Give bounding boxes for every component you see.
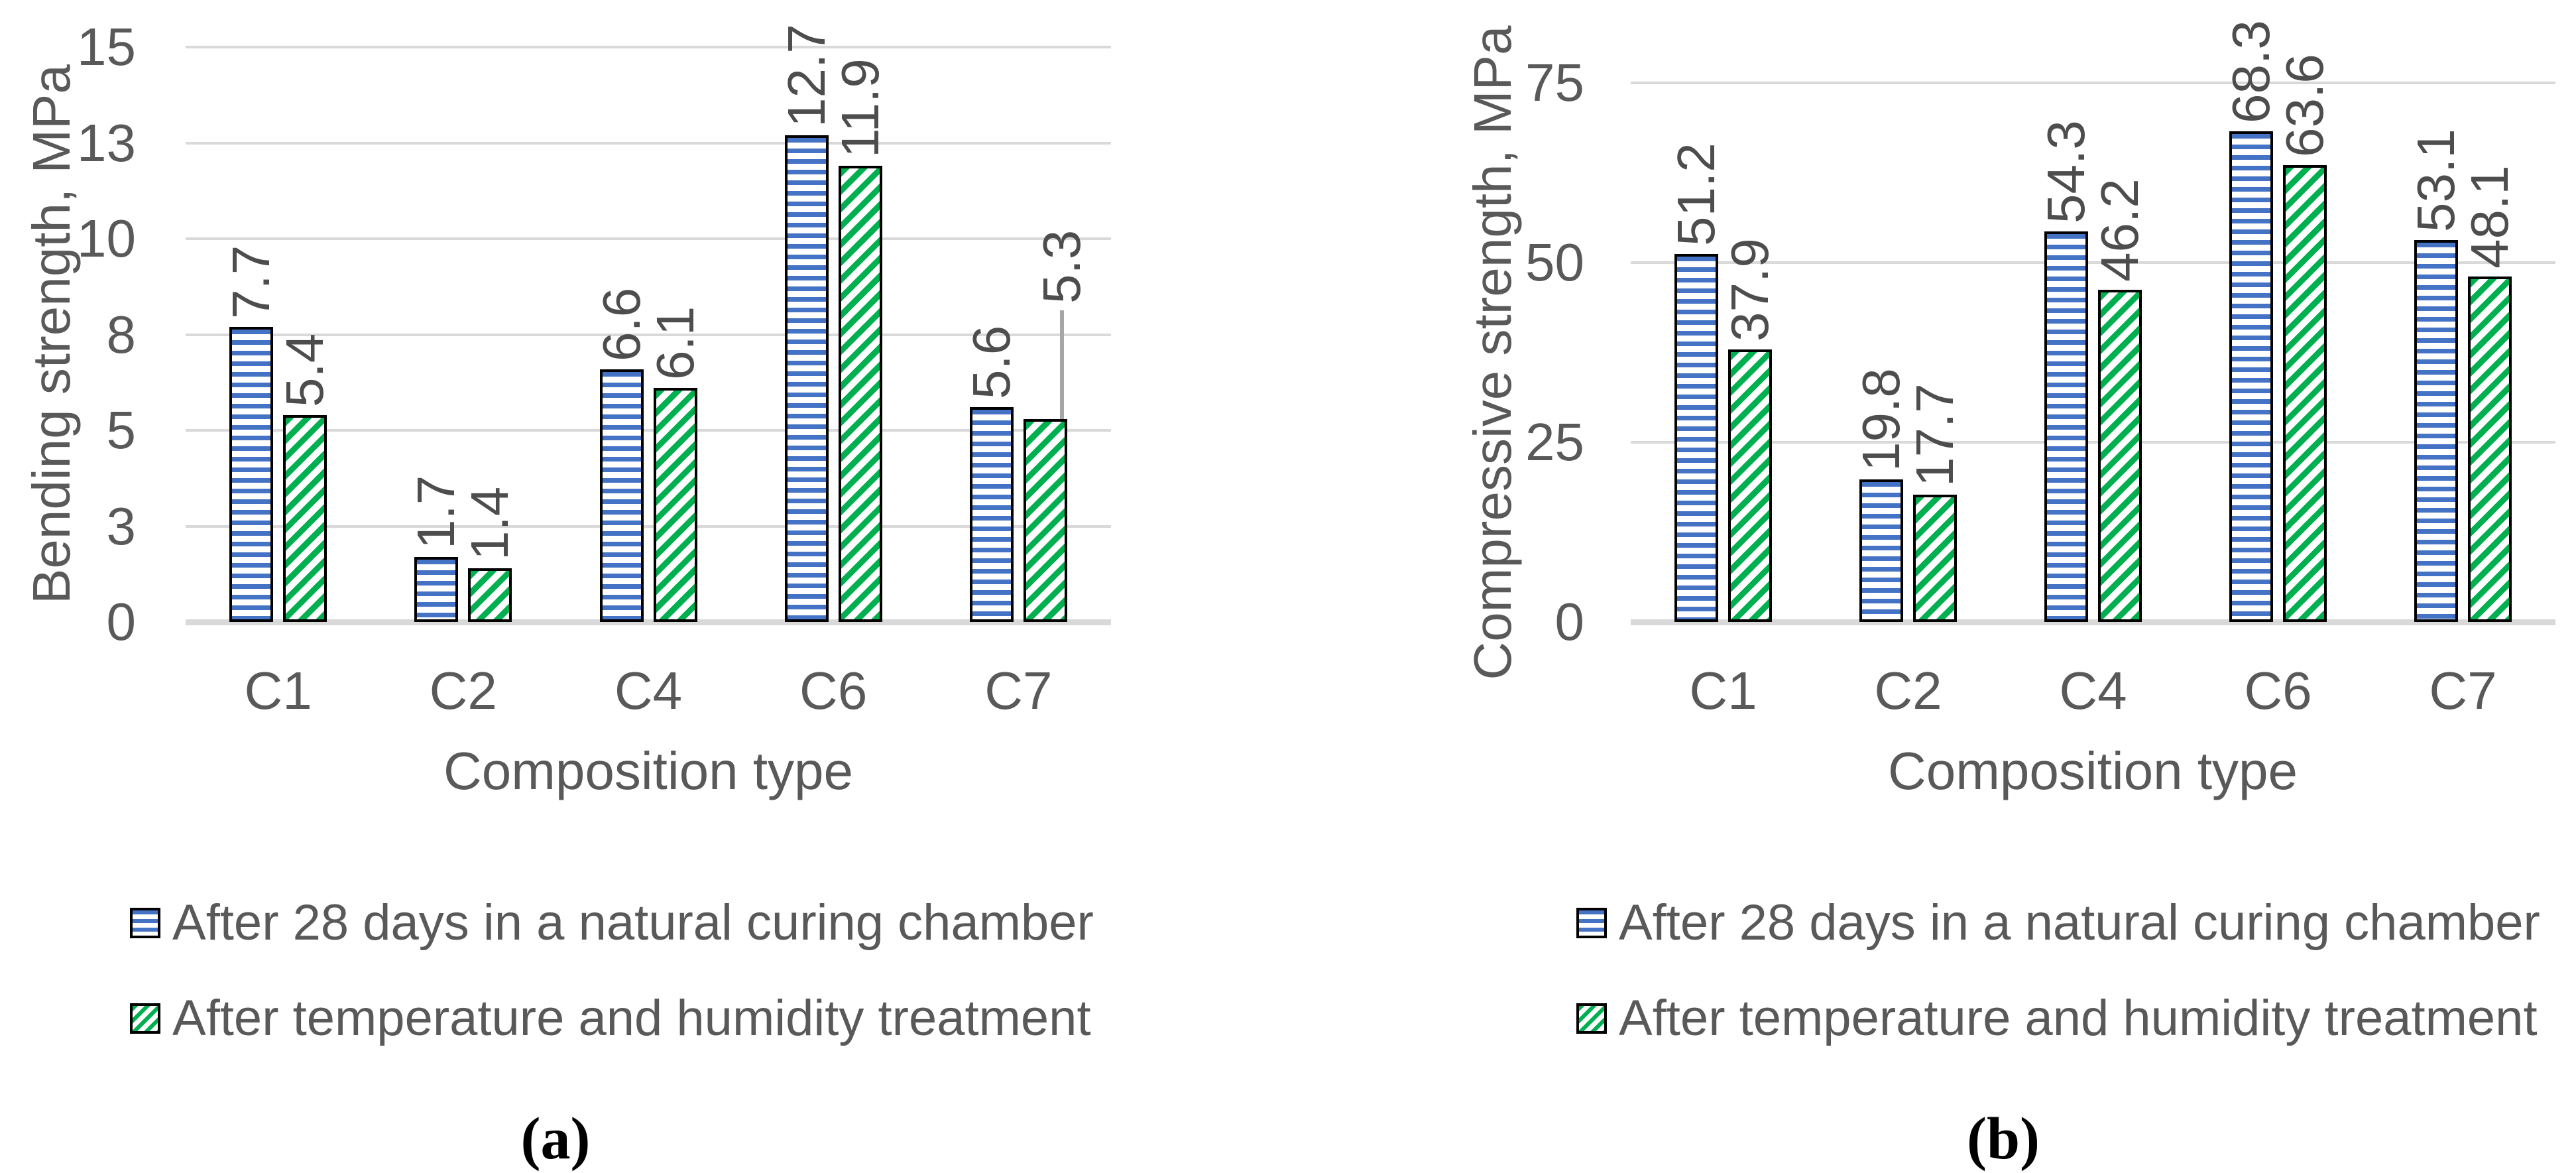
x-category-label: C7 xyxy=(984,661,1053,720)
bar-C4-series1 xyxy=(599,369,644,622)
bar-C7-series2 xyxy=(1023,419,1067,622)
data-label: 11.9 xyxy=(830,58,890,158)
bar-C1-series1 xyxy=(1674,254,1718,622)
y-tick-label: 0 xyxy=(1554,592,1585,651)
gridline xyxy=(186,141,1111,145)
legend-label: After temperature and humidity treatment xyxy=(1619,990,2538,1046)
y-tick-label: 75 xyxy=(1525,53,1584,112)
x-category-label: C7 xyxy=(2429,661,2497,720)
x-category-label: C6 xyxy=(799,661,868,720)
bar-C2-series2 xyxy=(1913,495,1957,622)
bar-C6-series1 xyxy=(2229,131,2273,622)
y-tick-label: 50 xyxy=(1525,233,1584,292)
y-tick-label: 13 xyxy=(77,113,136,172)
gridline xyxy=(186,237,1111,240)
data-label: 5.4 xyxy=(275,333,335,407)
bar-C2-series1 xyxy=(1859,479,1903,622)
bar-C2-series1 xyxy=(414,557,459,622)
bar-C7-series1 xyxy=(2414,240,2458,622)
bar-C1-series1 xyxy=(229,327,274,622)
legend-item-temperature-humidity: After temperature and humidity treatment xyxy=(130,992,1091,1045)
panel-caption-a: (a) xyxy=(520,1106,591,1172)
data-label-leader-line xyxy=(1060,310,1064,419)
legend-swatch-horizontal-stripes-icon xyxy=(130,908,160,938)
gridline xyxy=(1631,261,2555,264)
data-label: 5.6 xyxy=(961,325,1021,399)
bar-C6-series2 xyxy=(2283,165,2327,622)
bar-C4-series2 xyxy=(2098,290,2142,622)
data-label: 12.7 xyxy=(776,24,836,127)
bar-C1-series2 xyxy=(1728,349,1772,622)
legend-item-natural-curing: After 28 days in a natural curing chambe… xyxy=(1576,896,2540,950)
legend-item-temperature-humidity: After temperature and humidity treatment xyxy=(1576,992,2538,1045)
data-label: 7.7 xyxy=(221,245,281,319)
x-category-label: C4 xyxy=(614,661,683,720)
data-label: 63.6 xyxy=(2275,54,2334,157)
bar-C7-series1 xyxy=(969,407,1014,622)
y-tick-label: 5 xyxy=(106,401,137,460)
y-tick-label: 0 xyxy=(106,592,137,651)
y-tick-label: 8 xyxy=(106,304,137,364)
x-category-label: C2 xyxy=(1874,661,1942,720)
data-label: 17.7 xyxy=(1905,383,1964,487)
y-tick-label: 25 xyxy=(1525,412,1584,471)
y-tick-label: 15 xyxy=(77,17,136,76)
bar-C2-series2 xyxy=(468,568,512,622)
data-label: 5.3 xyxy=(1032,229,1091,304)
bar-C6-series1 xyxy=(784,135,829,622)
data-label: 6.6 xyxy=(591,287,651,361)
data-label: 68.3 xyxy=(2221,20,2280,123)
legend-swatch-horizontal-stripes-icon xyxy=(1576,908,1607,938)
data-label: 19.8 xyxy=(1851,368,1910,471)
bar-C4-series2 xyxy=(653,388,697,622)
legend-item-natural-curing: After 28 days in a natural curing chambe… xyxy=(130,896,1094,950)
bar-C6-series2 xyxy=(838,166,882,622)
x-axis-line xyxy=(1631,619,2555,625)
bar-C7-series2 xyxy=(2468,277,2512,622)
legend-label: After 28 days in a natural curing chambe… xyxy=(172,895,1094,951)
data-label: 1.4 xyxy=(460,486,520,560)
data-label: 54.3 xyxy=(2036,120,2095,223)
legend-swatch-diagonal-stripes-icon xyxy=(130,1003,160,1034)
data-label: 46.2 xyxy=(2090,178,2149,282)
legend-swatch-diagonal-stripes-icon xyxy=(1576,1003,1607,1034)
x-axis-title-b: Composition type xyxy=(1887,741,2298,800)
x-axis-title-a: Composition type xyxy=(443,741,854,800)
x-category-label: C2 xyxy=(429,661,497,720)
data-label: 51.2 xyxy=(1667,143,1726,246)
data-label: 1.7 xyxy=(406,475,466,549)
x-category-label: C4 xyxy=(2059,661,2127,720)
bar-C4-series1 xyxy=(2044,231,2088,622)
x-category-label: C1 xyxy=(244,661,312,720)
legend-label: After temperature and humidity treatment xyxy=(172,990,1091,1046)
gridline xyxy=(1631,441,2555,444)
gridline xyxy=(186,429,1111,432)
data-label: 6.1 xyxy=(645,306,705,380)
gridline xyxy=(186,46,1111,48)
data-label: 53.1 xyxy=(2406,129,2465,232)
gridline xyxy=(186,333,1111,336)
gridline xyxy=(186,525,1111,528)
y-tick-label: 10 xyxy=(77,209,136,268)
x-category-label: C6 xyxy=(2244,661,2312,720)
legend-label: After 28 days in a natural curing chambe… xyxy=(1619,895,2540,951)
y-tick-label: 3 xyxy=(106,496,137,556)
gridline xyxy=(1631,82,2555,84)
data-label: 48.1 xyxy=(2460,165,2519,269)
x-axis-line xyxy=(186,619,1111,625)
x-category-label: C1 xyxy=(1689,661,1757,720)
data-label: 37.9 xyxy=(1720,238,1779,341)
bar-C1-series2 xyxy=(283,415,327,622)
panel-caption-b: (b) xyxy=(1967,1106,2040,1172)
